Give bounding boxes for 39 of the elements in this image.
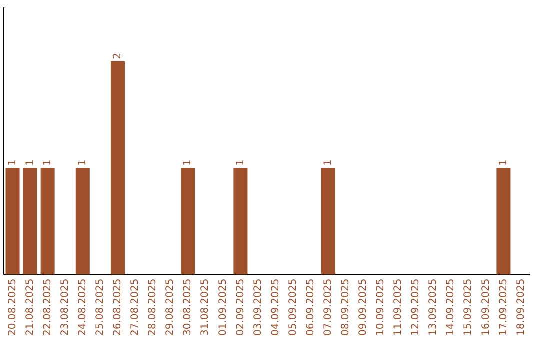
x-tick-label: 10.09.2025 — [376, 278, 387, 336]
x-tick-label: 09.09.2025 — [358, 278, 370, 336]
x-tick-label: 08.09.2025 — [340, 278, 352, 336]
x-tick-label: 11.09.2025 — [393, 278, 404, 336]
x-tick-label: 23.08.2025 — [60, 278, 71, 336]
x-tick-label: 28.08.2025 — [148, 278, 159, 336]
x-tick-label: 30.08.2025 — [182, 278, 194, 336]
data-label: 1 — [7, 160, 18, 166]
data-label: 1 — [77, 160, 88, 166]
x-tick-label: 14.09.2025 — [446, 278, 457, 336]
x-tick-label: 27.08.2025 — [130, 278, 142, 336]
data-label: 1 — [182, 160, 194, 166]
x-tick-label: 29.08.2025 — [165, 278, 176, 336]
x-tick-label: 21.08.2025 — [24, 278, 36, 336]
x-tick-label: 31.08.2025 — [200, 278, 212, 336]
x-tick-label: 03.09.2025 — [252, 278, 264, 336]
data-label: 1 — [235, 160, 246, 166]
data-label: 1 — [322, 160, 334, 166]
x-tick-label: 05.09.2025 — [288, 278, 299, 336]
x-tick-label: 01.09.2025 — [218, 278, 229, 336]
x-tick-label: 17.09.2025 — [498, 278, 510, 336]
x-tick-label: 04.09.2025 — [270, 278, 282, 336]
x-tick-label: 25.08.2025 — [95, 278, 106, 336]
x-tick-label: 02.09.2025 — [235, 278, 246, 336]
x-tick-label: 12.09.2025 — [410, 278, 422, 336]
x-tick-label: 16.09.2025 — [480, 278, 492, 336]
x-tick-label: 26.08.2025 — [112, 278, 124, 336]
x-tick-label: 24.08.2025 — [77, 278, 88, 336]
data-label: 1 — [42, 160, 54, 166]
x-tick-label: 07.09.2025 — [322, 278, 334, 336]
data-label: 1 — [498, 160, 510, 166]
data-label: 1 — [24, 160, 36, 166]
data-label: 2 — [112, 52, 124, 60]
x-tick-label: 22.08.2025 — [42, 278, 54, 336]
x-tick-label: 06.09.2025 — [305, 278, 316, 336]
x-tick-label: 20.08.2025 — [7, 278, 18, 336]
x-tick-label: 15.09.2025 — [463, 278, 474, 336]
x-tick-label: 18.09.2025 — [516, 278, 527, 336]
x-tick-label: 13.09.2025 — [428, 278, 440, 336]
